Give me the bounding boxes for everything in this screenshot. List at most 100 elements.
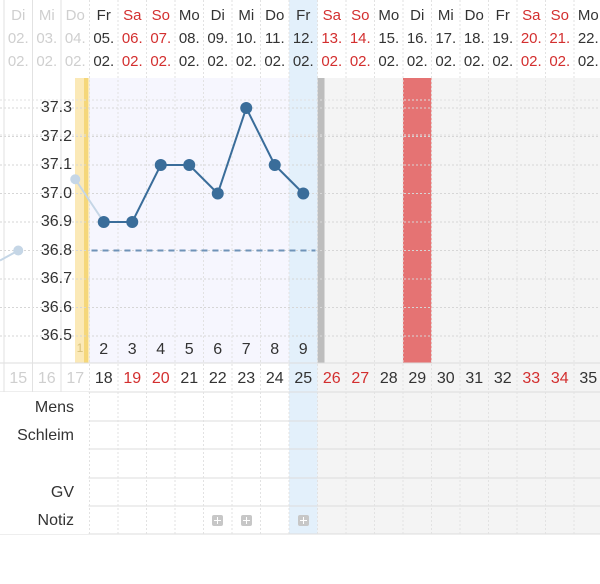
header-date: 17. bbox=[435, 30, 457, 47]
day-number: 24 bbox=[265, 370, 284, 387]
header-date: 03. bbox=[36, 30, 58, 47]
day-number: 26 bbox=[322, 370, 341, 387]
cycle-day-number: 8 bbox=[270, 341, 280, 358]
row-label-mens: Mens bbox=[34, 399, 74, 416]
row-label-bg bbox=[0, 392, 89, 534]
today-highlight bbox=[289, 0, 318, 534]
header-month: 02. bbox=[121, 53, 143, 70]
day-number: 17 bbox=[66, 370, 85, 387]
header-month: 02. bbox=[36, 53, 58, 70]
temperature-point bbox=[97, 216, 110, 228]
header-month: 02. bbox=[406, 53, 428, 70]
cycle-day-number: 6 bbox=[213, 341, 223, 358]
day-number: 18 bbox=[94, 370, 113, 387]
temperature-point bbox=[183, 159, 196, 171]
header-date: 22. bbox=[577, 30, 599, 47]
temperature-point bbox=[126, 216, 139, 228]
header-date: 19. bbox=[492, 30, 514, 47]
day-number: 30 bbox=[436, 370, 455, 387]
row-label-gv: GV bbox=[50, 484, 74, 501]
day-number: 19 bbox=[123, 370, 142, 387]
header-date: 15. bbox=[378, 30, 400, 47]
header-month: 02. bbox=[235, 53, 257, 70]
note-plus-icon[interactable] bbox=[240, 515, 252, 526]
y-tick-label: 36.5 bbox=[40, 327, 72, 344]
day-number: 25 bbox=[294, 370, 313, 387]
cycle-day-number: 9 bbox=[298, 341, 308, 358]
header-month: 02. bbox=[292, 53, 314, 70]
day-number: 29 bbox=[408, 370, 427, 387]
header-date: 14. bbox=[349, 30, 371, 47]
header-weekday: So bbox=[351, 7, 370, 24]
header-month: 02. bbox=[321, 53, 343, 70]
temperature-line bbox=[103, 105, 304, 223]
header-date: 08. bbox=[178, 30, 200, 47]
y-tick-label: 36.6 bbox=[40, 298, 72, 316]
header-date: 09. bbox=[207, 30, 229, 47]
header-date: 06. bbox=[121, 30, 143, 47]
header-date: 13. bbox=[321, 30, 343, 47]
header-date: 11. bbox=[264, 30, 285, 47]
header-month: 02. bbox=[7, 53, 29, 70]
temperature-point bbox=[154, 159, 167, 171]
header-month: 02. bbox=[150, 53, 172, 70]
y-tick-label: 37.3 bbox=[40, 99, 72, 116]
header-date: 07. bbox=[150, 30, 172, 47]
header-weekday: Do bbox=[265, 7, 285, 24]
temperature-point bbox=[70, 174, 81, 185]
header-weekday: Mi bbox=[38, 7, 55, 24]
header-weekday: Fr bbox=[96, 7, 111, 24]
header-date: 16. bbox=[406, 30, 428, 47]
header-weekday: Di bbox=[410, 7, 425, 24]
header-date: 10. bbox=[235, 30, 257, 47]
day-number: 16 bbox=[37, 370, 56, 387]
header-month: 02. bbox=[577, 53, 599, 70]
header-weekday: Sa bbox=[522, 7, 541, 24]
row-label-schleim: Schleim bbox=[17, 427, 74, 444]
header-weekday: Mo bbox=[178, 7, 200, 24]
row-label-notiz: Notiz bbox=[37, 512, 74, 529]
cycle-start-marker bbox=[84, 78, 88, 363]
y-tick-label: 37.0 bbox=[40, 184, 72, 202]
header-weekday: Sa bbox=[123, 7, 142, 24]
header-month: 02. bbox=[520, 53, 542, 70]
temperature-point bbox=[268, 159, 281, 171]
header-weekday: Mi bbox=[238, 7, 255, 24]
cycle-day-number: 7 bbox=[241, 341, 251, 358]
temperature-point bbox=[297, 187, 310, 200]
day-number: 20 bbox=[151, 370, 170, 387]
header-month: 02. bbox=[264, 53, 286, 70]
header-weekday: Mi bbox=[437, 7, 454, 24]
note-plus-icon[interactable] bbox=[297, 515, 309, 526]
day-number: 35 bbox=[579, 370, 598, 387]
header-date: 02. bbox=[7, 30, 29, 47]
day-number: 15 bbox=[9, 370, 28, 387]
prev-cycle-point bbox=[13, 245, 24, 256]
header-month: 02. bbox=[207, 53, 229, 70]
header-month: 02. bbox=[178, 53, 200, 70]
note-plus-icon[interactable] bbox=[212, 515, 224, 526]
day-number: 28 bbox=[379, 370, 398, 387]
header-date: 20. bbox=[520, 30, 542, 47]
header-weekday: Di bbox=[210, 7, 225, 24]
header-date: 05. bbox=[93, 30, 115, 47]
today-edge bbox=[317, 78, 325, 363]
header-weekday: Fr bbox=[495, 7, 510, 24]
cycle-day-number: 5 bbox=[184, 341, 194, 358]
header-date: 12. bbox=[292, 30, 314, 47]
temperature-point bbox=[211, 187, 224, 200]
day-number: 23 bbox=[237, 370, 256, 387]
header-date: 21. bbox=[549, 30, 571, 47]
header-weekday: Do bbox=[65, 7, 85, 24]
day-number: 27 bbox=[351, 370, 370, 387]
y-tick-label: 37.2 bbox=[40, 127, 72, 145]
day-number: 34 bbox=[550, 370, 569, 387]
header-month: 02. bbox=[378, 53, 400, 70]
header-weekday: So bbox=[151, 7, 170, 24]
header-date: 18. bbox=[463, 30, 485, 47]
header-month: 02. bbox=[435, 53, 457, 70]
header-month: 02. bbox=[349, 53, 371, 70]
day-number: 33 bbox=[522, 370, 541, 387]
